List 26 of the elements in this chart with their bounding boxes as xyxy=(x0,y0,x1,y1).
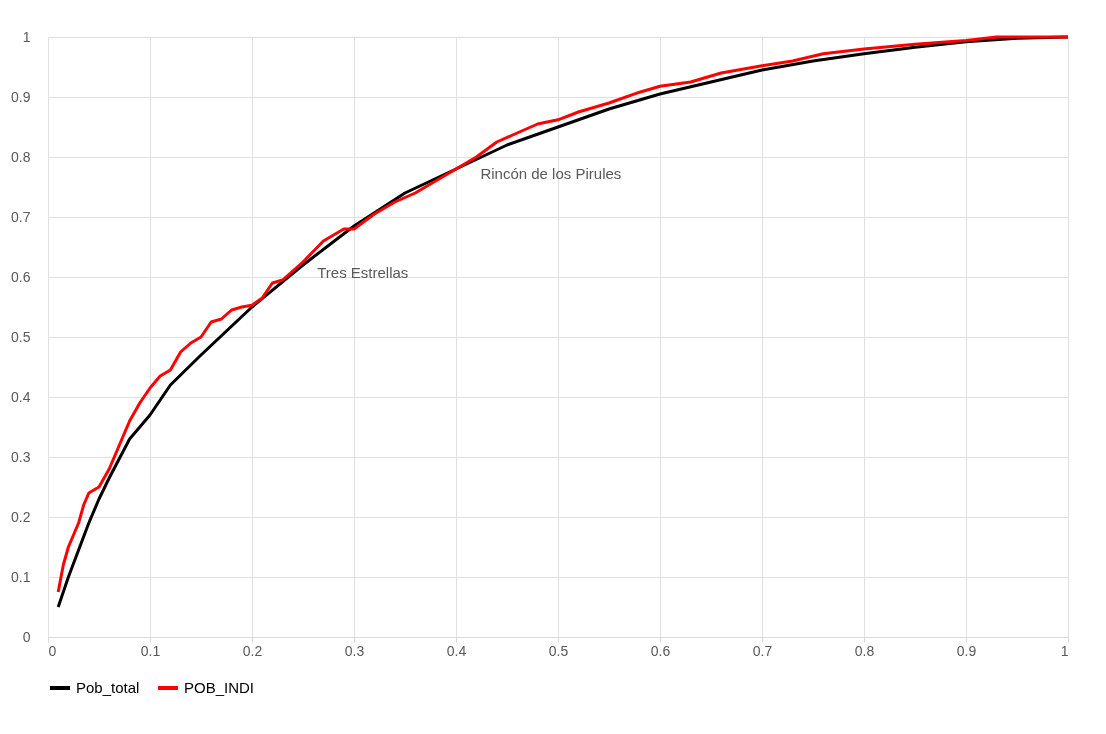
annotation: Rincón de los Pirules xyxy=(480,165,622,182)
legend-label: POB_INDI xyxy=(184,679,255,696)
y-tick-label: 0.3 xyxy=(11,448,31,465)
y-tick-label: 0.5 xyxy=(11,328,31,345)
x-tick-label: 0.6 xyxy=(650,642,671,659)
x-tick-label: 0.7 xyxy=(752,642,773,659)
x-tick-label: 1 xyxy=(1060,642,1069,659)
y-tick-label: 0 xyxy=(22,628,31,645)
legend-label: Pob_total xyxy=(76,679,140,696)
x-tick-label: 0.1 xyxy=(140,642,161,659)
y-tick-label: 0.1 xyxy=(11,568,31,585)
y-tick-label: 0.8 xyxy=(11,148,31,165)
annotation: Tres Estrellas xyxy=(317,264,409,281)
y-tick-label: 0.2 xyxy=(11,508,31,525)
x-tick-label: 0.8 xyxy=(854,642,875,659)
x-tick-label: 0.4 xyxy=(446,642,467,659)
y-tick-label: 0.7 xyxy=(11,208,31,225)
x-tick-label: 0.2 xyxy=(242,642,263,659)
y-tick-label: 0.4 xyxy=(11,388,31,405)
x-tick-label: 0.5 xyxy=(548,642,569,659)
x-tick-label: 0 xyxy=(48,642,57,659)
y-tick-label: 0.9 xyxy=(11,88,31,105)
y-tick-label: 0.6 xyxy=(11,268,31,285)
x-tick-label: 0.9 xyxy=(956,642,977,659)
y-tick-label: 1 xyxy=(22,28,31,45)
x-tick-label: 0.3 xyxy=(344,642,365,659)
